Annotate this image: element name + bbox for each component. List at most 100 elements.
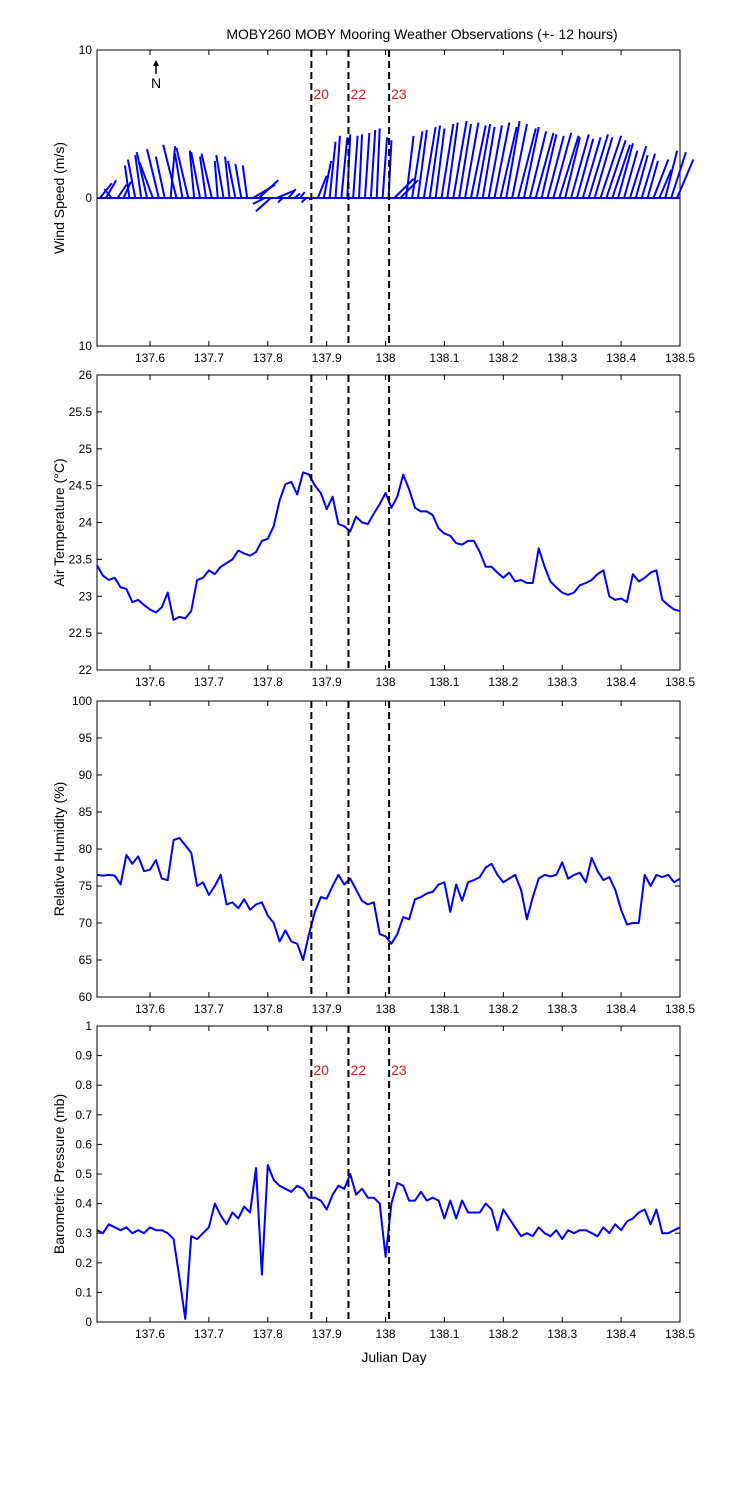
wind-vector bbox=[499, 126, 518, 199]
wind-vector bbox=[138, 162, 154, 199]
wind-vector bbox=[540, 134, 558, 199]
wind-vector bbox=[276, 189, 295, 199]
x-tick-label: 138 bbox=[376, 1327, 396, 1341]
wind-vector bbox=[190, 151, 202, 199]
wind-vector bbox=[224, 156, 231, 199]
y-tick-label: 1 bbox=[85, 1019, 92, 1033]
wind-vector bbox=[564, 137, 581, 199]
x-tick-label: 138.4 bbox=[606, 1002, 636, 1016]
wind-vector bbox=[234, 163, 243, 199]
y-tick-label: 0.9 bbox=[75, 1049, 92, 1063]
y-tick-label: 0.8 bbox=[75, 1078, 92, 1092]
x-axis-label: Julian Day bbox=[361, 1349, 426, 1365]
wind-vector bbox=[475, 123, 492, 199]
wind-vector bbox=[369, 129, 377, 199]
y-tick-label: 60 bbox=[79, 990, 93, 1004]
wind-vector bbox=[528, 131, 548, 199]
x-tick-label: 137.9 bbox=[312, 351, 342, 365]
y-tick-label: 0.6 bbox=[75, 1137, 92, 1151]
wind-vector bbox=[174, 153, 184, 199]
wind-vector bbox=[352, 135, 359, 199]
event-marker-label: 23 bbox=[391, 1062, 407, 1078]
wind-vector bbox=[293, 192, 301, 199]
y-tick-label: 0.7 bbox=[75, 1108, 92, 1122]
x-tick-label: 137.6 bbox=[135, 351, 165, 365]
x-tick-label: 138.3 bbox=[547, 1327, 577, 1341]
y-tick-label: 0 bbox=[85, 191, 92, 205]
x-tick-label: 138.5 bbox=[665, 1002, 695, 1016]
wind-vector bbox=[552, 132, 573, 199]
x-tick-label: 137.8 bbox=[253, 1002, 283, 1016]
wind-vector bbox=[277, 197, 284, 204]
y-tick-label: 100 bbox=[72, 694, 92, 708]
wind-vector bbox=[558, 135, 580, 199]
wind-vector bbox=[464, 122, 480, 199]
event-marker-label: 22 bbox=[350, 86, 366, 102]
wind-vector bbox=[188, 150, 196, 199]
event-marker-label: 23 bbox=[391, 86, 407, 102]
x-tick-label: 138.1 bbox=[429, 1327, 459, 1341]
y-tick-label: 80 bbox=[79, 842, 93, 856]
x-tick-label: 138.5 bbox=[665, 675, 695, 689]
wind-vector bbox=[546, 135, 565, 199]
wind-vector bbox=[322, 160, 333, 199]
y-tick-label: 10 bbox=[79, 339, 93, 353]
wind-vector bbox=[358, 134, 364, 199]
wind-vector bbox=[487, 125, 503, 199]
y-tick-label: 26 bbox=[79, 368, 93, 382]
wind-vector bbox=[103, 188, 113, 199]
y-tick-label: 22 bbox=[79, 663, 93, 677]
chart-panel-3: 60 65 70 75 80 85 90 95 100 137.6 137.7 137.8 137.9 1… bbox=[51, 694, 695, 1016]
wind-vector bbox=[381, 137, 389, 199]
wind-vector bbox=[175, 147, 190, 199]
x-tick-label: 137.7 bbox=[194, 1327, 224, 1341]
wind-vector bbox=[505, 120, 521, 199]
y-tick-label: 70 bbox=[79, 916, 93, 930]
x-tick-label: 137.6 bbox=[135, 1002, 165, 1016]
wind-vector bbox=[570, 134, 590, 199]
x-tick-label: 138.1 bbox=[429, 1002, 459, 1016]
wind-vector bbox=[469, 125, 487, 199]
event-marker-label: 20 bbox=[313, 86, 329, 102]
x-tick-label: 137.7 bbox=[194, 1002, 224, 1016]
wind-vector bbox=[241, 165, 249, 199]
x-tick-label: 138.2 bbox=[488, 675, 518, 689]
wind-vector bbox=[316, 175, 328, 199]
chart-panel-1: 0 10 10 137.6 137.7 137.8 137.9 138 138.1 138.2 13… bbox=[51, 43, 695, 365]
wind-vector bbox=[428, 125, 442, 199]
x-tick-label: 137.9 bbox=[312, 1002, 342, 1016]
wind-vector bbox=[522, 126, 540, 199]
y-axis-label: Wind Speed (m/s) bbox=[51, 142, 67, 254]
y-tick-label: 0.3 bbox=[75, 1226, 92, 1240]
x-tick-label: 138.3 bbox=[547, 351, 577, 365]
x-tick-label: 137.7 bbox=[194, 351, 224, 365]
wind-vector bbox=[416, 129, 428, 199]
wind-vector bbox=[587, 134, 609, 199]
y-axis-label: Relative Humidity (%) bbox=[51, 782, 67, 917]
x-tick-label: 137.7 bbox=[194, 675, 224, 689]
wind-vector bbox=[676, 159, 695, 199]
north-label: N bbox=[151, 75, 161, 91]
wind-vector bbox=[605, 139, 627, 199]
wind-vector bbox=[199, 156, 207, 199]
x-tick-label: 138.2 bbox=[488, 1002, 518, 1016]
x-tick-label: 138.4 bbox=[606, 351, 636, 365]
wind-vector bbox=[215, 154, 225, 199]
y-tick-label: 0.2 bbox=[75, 1256, 92, 1270]
wind-vector bbox=[493, 122, 511, 199]
wind-vector bbox=[446, 122, 459, 199]
wind-vector bbox=[511, 123, 528, 199]
x-tick-label: 138.4 bbox=[606, 1327, 636, 1341]
chart-panel-2: 22 22.5 23 23.5 24 24.5 25 25.5 26 137.6 137.7 137.… bbox=[51, 368, 695, 689]
wind-vector bbox=[517, 128, 537, 199]
wind-vector bbox=[123, 165, 131, 199]
y-tick-label: 75 bbox=[79, 879, 93, 893]
wind-vector bbox=[634, 154, 649, 199]
north-arrowhead-icon bbox=[153, 60, 159, 66]
wind-vector bbox=[258, 179, 279, 199]
x-tick-label: 138.4 bbox=[606, 675, 636, 689]
y-tick-label: 65 bbox=[79, 953, 93, 967]
wind-vector bbox=[252, 197, 266, 205]
wind-vector bbox=[664, 150, 679, 199]
